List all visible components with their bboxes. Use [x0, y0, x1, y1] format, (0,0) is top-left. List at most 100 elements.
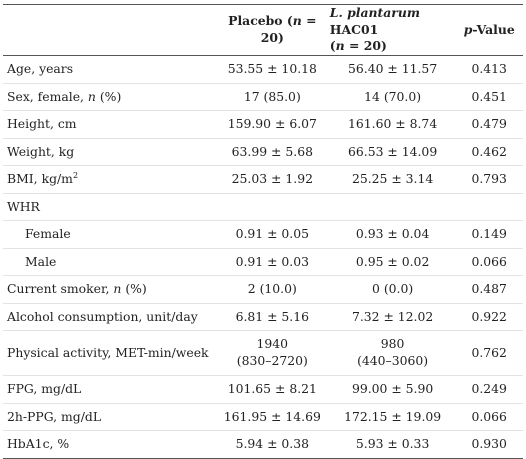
table-row: FPG, mg/dL 101.65 ± 8.21 99.00 ± 5.90 0.… — [3, 375, 523, 404]
cell-pvalue: 0.922 — [455, 303, 523, 332]
table-row: Height, cm 159.90 ± 6.07 161.60 ± 8.74 0… — [3, 110, 523, 139]
row-label: Current smoker, n (%) — [3, 275, 215, 304]
cell-lplantarum-range: (440–3060) — [357, 353, 429, 369]
cell-pvalue — [455, 193, 523, 222]
header-pvalue-p: p — [463, 21, 473, 37]
cell-pvalue: 0.479 — [455, 110, 523, 139]
row-label-n: n — [87, 88, 96, 104]
row-label: WHR — [3, 193, 215, 222]
table-row: Male 0.91 ± 0.03 0.95 ± 0.02 0.066 — [3, 248, 523, 277]
header-lplantarum-line1: L. plantarum HAC01 — [330, 5, 456, 38]
row-label: FPG, mg/dL — [3, 375, 215, 404]
header-pvalue-rest: -Value — [472, 21, 515, 37]
cell-placebo: 5.94 ± 0.38 — [214, 430, 330, 459]
cell-lplantarum: 99.00 ± 5.90 — [329, 375, 456, 404]
cell-placebo — [214, 193, 330, 222]
table-row: Alcohol consumption, unit/day 6.81 ± 5.1… — [3, 303, 523, 332]
header-placebo-prefix: Placebo ( — [228, 13, 293, 29]
row-label-prefix: Current smoker, — [7, 281, 114, 297]
cell-pvalue: 0.066 — [455, 248, 523, 277]
row-label: HbA1c, % — [3, 430, 215, 459]
cell-pvalue: 0.793 — [455, 165, 523, 194]
row-label: Weight, kg — [3, 138, 215, 167]
table-row: Physical activity, MET-min/week 1940 (83… — [3, 330, 523, 377]
table-row: BMI, kg/m2 25.03 ± 1.92 25.25 ± 3.14 0.7… — [3, 165, 523, 194]
cell-placebo: 161.95 ± 14.69 — [214, 403, 330, 432]
header-lp-n-suffix: = 20) — [344, 38, 387, 54]
cell-lplantarum: 980 (440–3060) — [329, 330, 456, 377]
row-label: Physical activity, MET-min/week — [3, 330, 215, 377]
cell-placebo: 17 (85.0) — [214, 83, 330, 112]
row-label-n: n — [113, 281, 122, 297]
table-row: HbA1c, % 5.94 ± 0.38 5.93 ± 0.33 0.930 — [3, 430, 523, 459]
row-label: Male — [3, 248, 215, 277]
cell-placebo-range: (830–2720) — [236, 353, 308, 369]
header-placebo-suffix: = 20) — [260, 13, 317, 46]
cell-placebo: 2 (10.0) — [214, 275, 330, 304]
header-lp-n: n — [335, 38, 345, 54]
row-label-suffix: (%) — [95, 88, 122, 104]
cell-placebo: 25.03 ± 1.92 — [214, 165, 330, 194]
cell-placebo: 159.90 ± 6.07 — [214, 110, 330, 139]
table-body: Age, years 53.55 ± 10.18 56.40 ± 11.57 0… — [3, 55, 523, 459]
table-row: Age, years 53.55 ± 10.18 56.40 ± 11.57 0… — [3, 55, 523, 84]
row-label: Female — [3, 220, 215, 249]
cell-pvalue: 0.249 — [455, 375, 523, 404]
cell-placebo: 1940 (830–2720) — [214, 330, 330, 377]
header-placebo: Placebo (n = 20) — [214, 3, 330, 57]
baseline-characteristics-table: Placebo (n = 20) L. plantarum HAC01 (n =… — [3, 3, 523, 459]
cell-lplantarum: 7.32 ± 12.02 — [329, 303, 456, 332]
cell-lplantarum: 0.95 ± 0.02 — [329, 248, 456, 277]
cell-placebo: 101.65 ± 8.21 — [214, 375, 330, 404]
cell-placebo: 0.91 ± 0.03 — [214, 248, 330, 277]
cell-placebo: 6.81 ± 5.16 — [214, 303, 330, 332]
cell-lplantarum: 172.15 ± 19.09 — [329, 403, 456, 432]
header-lplantarum-species: L. plantarum — [329, 5, 420, 20]
header-placebo-n: n — [292, 13, 302, 29]
table-header: Placebo (n = 20) L. plantarum HAC01 (n =… — [3, 3, 523, 57]
header-row: Placebo (n = 20) L. plantarum HAC01 (n =… — [3, 3, 523, 57]
row-label-suffix: (%) — [121, 281, 147, 297]
header-lplantarum-line2: (n = 20) — [330, 38, 456, 55]
row-label: BMI, kg/m2 — [3, 165, 215, 194]
row-label: 2h-PPG, mg/dL — [3, 403, 215, 432]
cell-pvalue: 0.066 — [455, 403, 523, 432]
table-row: Female 0.91 ± 0.05 0.93 ± 0.04 0.149 — [3, 220, 523, 249]
table-row: Current smoker, n (%) 2 (10.0) 0 (0.0) 0… — [3, 275, 523, 304]
header-lp-n-prefix: ( — [329, 38, 336, 54]
table-row: WHR — [3, 193, 523, 222]
row-label: Age, years — [3, 55, 215, 84]
row-label-prefix: BMI, kg/m — [7, 171, 73, 187]
table-row: Weight, kg 63.99 ± 5.68 66.53 ± 14.09 0.… — [3, 138, 523, 167]
cell-lplantarum — [329, 193, 456, 222]
table-row: 2h-PPG, mg/dL 161.95 ± 14.69 172.15 ± 19… — [3, 403, 523, 432]
header-lplantarum: L. plantarum HAC01 (n = 20) — [329, 3, 456, 57]
cell-pvalue: 0.487 — [455, 275, 523, 304]
cell-lplantarum: 25.25 ± 3.14 — [329, 165, 456, 194]
cell-lplantarum: 14 (70.0) — [329, 83, 456, 112]
row-label-superscript: 2 — [72, 170, 79, 180]
row-label: Height, cm — [3, 110, 215, 139]
header-lplantarum-strain: HAC01 — [329, 21, 379, 37]
row-label-prefix: Sex, female, — [7, 88, 88, 104]
cell-pvalue: 0.762 — [455, 330, 523, 377]
cell-lplantarum-median: 980 — [380, 336, 405, 352]
table-row: Sex, female, n (%) 17 (85.0) 14 (70.0) 0… — [3, 83, 523, 112]
cell-lplantarum: 5.93 ± 0.33 — [329, 430, 456, 459]
cell-lplantarum: 161.60 ± 8.74 — [329, 110, 456, 139]
cell-lplantarum: 0.93 ± 0.04 — [329, 220, 456, 249]
cell-placebo: 53.55 ± 10.18 — [214, 55, 330, 84]
cell-pvalue: 0.930 — [455, 430, 523, 459]
cell-lplantarum: 0 (0.0) — [329, 275, 456, 304]
cell-pvalue: 0.149 — [455, 220, 523, 249]
cell-placebo: 63.99 ± 5.68 — [214, 138, 330, 167]
row-label: Alcohol consumption, unit/day — [3, 303, 215, 332]
cell-pvalue: 0.462 — [455, 138, 523, 167]
cell-lplantarum: 56.40 ± 11.57 — [329, 55, 456, 84]
cell-lplantarum: 66.53 ± 14.09 — [329, 138, 456, 167]
header-label-column — [3, 3, 215, 57]
row-label: Sex, female, n (%) — [3, 83, 215, 112]
cell-placebo-median: 1940 — [256, 336, 289, 352]
cell-pvalue: 0.413 — [455, 55, 523, 84]
